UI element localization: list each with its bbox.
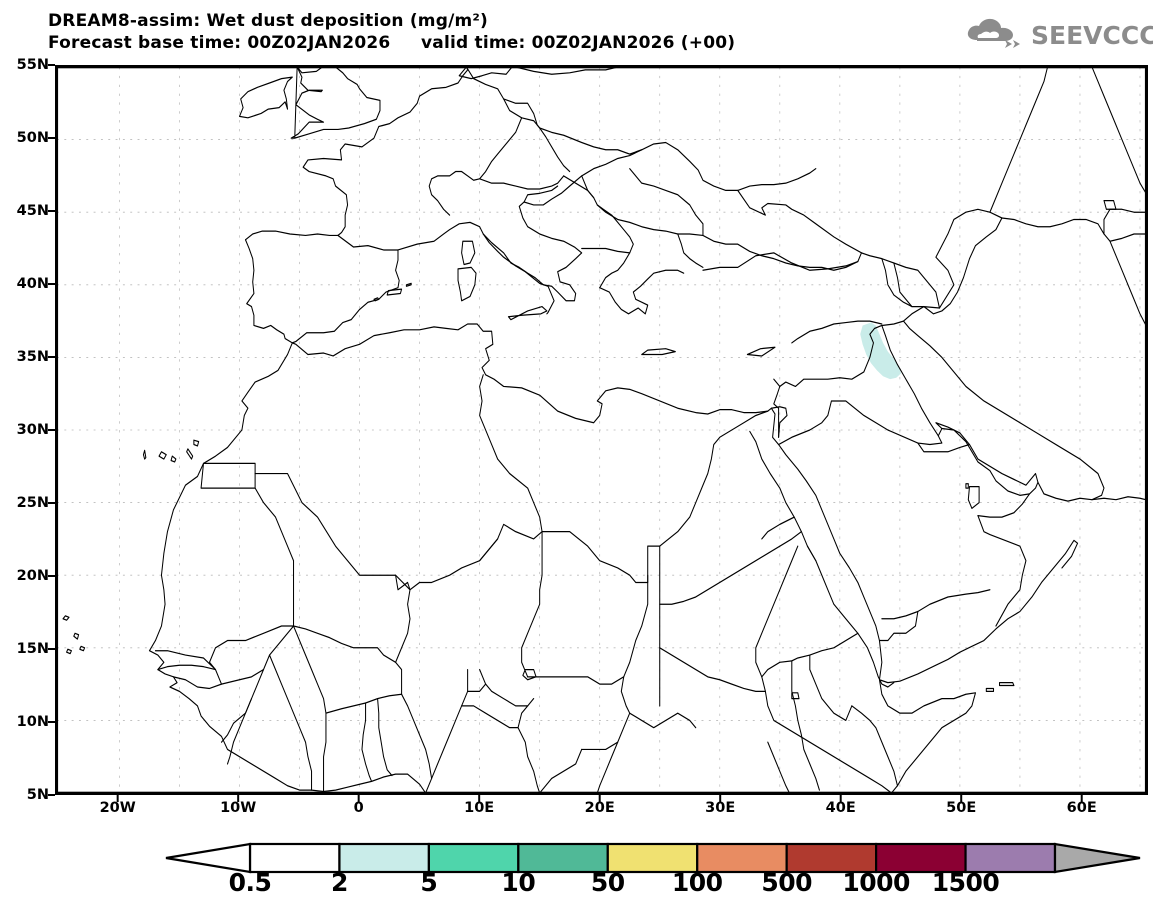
y-tick-55N: 55N [16,57,49,73]
colorbar-segment-1[interactable] [338,842,430,874]
colorbar-tick-50: 50 [590,868,625,897]
x-tick-10E: 10E [464,800,495,816]
coastlines-layer [62,67,1146,793]
colorbar-tick-0.5: 0.5 [228,868,272,897]
dust-deposition-map [57,67,1146,793]
colorbar-tick-5: 5 [420,868,438,897]
x-axis-labels: 20W 10W 0 10E 20E 30E 40E 50E 60E [0,800,1165,824]
x-tick-0: 0 [353,800,364,816]
colorbar-tick-2: 2 [330,868,348,897]
x-tick-20E: 20E [584,800,615,816]
colorbar-over-arrow [1053,842,1141,874]
map-plot-area[interactable] [55,65,1148,795]
colorbar-svg[interactable] [0,838,1165,878]
x-tick-10W: 10W [220,800,257,816]
colorbar-tick-labels: 0.5 2 5 10 50 100 500 1000 1500 [0,868,1165,902]
colorbar-segment-8[interactable] [964,842,1057,874]
colorbar-segment-4[interactable] [606,842,699,874]
y-tick-5N: 5N [26,787,49,803]
colorbar-tick-1500: 1500 [931,868,1000,897]
y-tick-20N: 20N [16,568,49,584]
logo-text: SEEVCCC [1031,21,1153,50]
colorbar-segment-7[interactable] [875,842,967,874]
colorbar-segment-5[interactable] [696,842,788,874]
colorbar[interactable] [0,838,1165,878]
x-tick-60E: 60E [1066,800,1097,816]
x-tick-40E: 40E [825,800,856,816]
chart-subtitle: Forecast base time: 00Z02JAN2026 valid t… [48,33,736,54]
colorbar-segment-6[interactable] [785,842,878,874]
colorbar-tick-1000: 1000 [842,868,910,897]
chart-title-block: DREAM8-assim: Wet dust deposition (mg/m²… [48,10,808,55]
x-tick-30E: 30E [705,800,736,816]
colorbar-tick-100: 100 [671,868,723,897]
chart-title: DREAM8-assim: Wet dust deposition (mg/m²… [48,11,489,31]
colorbar-tick-10: 10 [501,868,536,897]
y-tick-50N: 50N [16,130,49,146]
y-tick-45N: 45N [16,203,49,219]
y-axis-labels: 5N 10N 15N 20N 25N 30N 35N 40N 45N 50N 55N [0,0,49,907]
cloud-icon [967,18,1020,48]
y-tick-10N: 10N [16,714,49,730]
colorbar-under-arrow [165,842,252,874]
y-tick-40N: 40N [16,276,49,292]
y-tick-15N: 15N [16,641,49,657]
seevccc-logo: SEEVCCC [963,14,1153,52]
colorbar-tick-500: 500 [761,868,812,897]
y-tick-25N: 25N [16,495,49,511]
x-tick-20W: 20W [99,800,136,816]
y-tick-30N: 30N [16,422,49,438]
y-tick-35N: 35N [16,349,49,365]
x-tick-50E: 50E [946,800,977,816]
